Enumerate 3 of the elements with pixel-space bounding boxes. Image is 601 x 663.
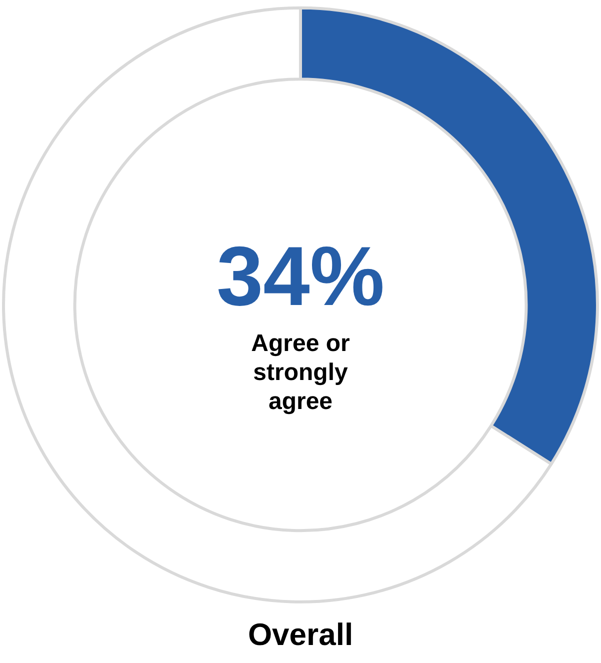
data-label: 34% — [216, 228, 385, 323]
text: Overall — [248, 616, 354, 652]
slice-label: Agree or strongly agree — [251, 330, 350, 415]
